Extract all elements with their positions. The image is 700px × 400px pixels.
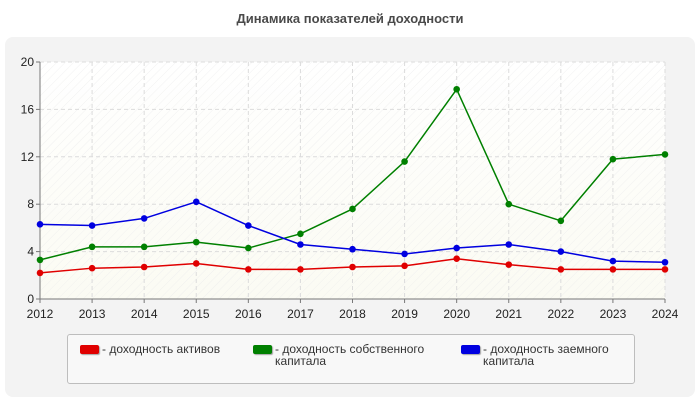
data-point-debt: [557, 248, 565, 255]
data-point-equity: [401, 158, 408, 165]
data-point-assets: [453, 255, 460, 263]
legend-item-equity: - доходность собственного капитала: [253, 343, 435, 367]
data-point-assets: [245, 266, 252, 273]
data-point-equity: [609, 155, 617, 163]
legend-item-assets: - доходность активов: [80, 343, 220, 355]
y-tick-label: 4: [27, 245, 34, 259]
data-point-equity: [245, 244, 252, 252]
data-point-debt: [88, 222, 96, 229]
x-tick-label: 2013: [79, 307, 106, 321]
legend-label-equity: - доходность собственного капитала: [275, 342, 425, 368]
x-tick-label: 2012: [27, 307, 54, 321]
data-point-assets: [609, 266, 617, 273]
x-tick-label: 2015: [183, 307, 210, 321]
legend-swatch-equity: [253, 345, 272, 354]
data-point-assets: [505, 261, 513, 268]
data-point-equity: [661, 151, 669, 158]
data-point-debt: [297, 241, 304, 248]
data-point-equity: [349, 205, 356, 213]
x-tick-label: 2018: [339, 307, 366, 321]
data-point-debt: [349, 245, 356, 253]
data-point-assets: [140, 263, 148, 271]
x-tick-label: 2022: [547, 307, 574, 321]
data-point-equity: [140, 243, 148, 251]
data-point-assets: [349, 263, 356, 271]
data-point-debt: [505, 241, 513, 248]
y-tick-label: 8: [27, 197, 34, 211]
data-point-debt: [245, 222, 252, 229]
data-point-equity: [505, 200, 513, 208]
data-point-debt: [661, 258, 669, 266]
data-point-equity: [36, 256, 44, 264]
x-tick-label: 2023: [600, 307, 627, 321]
data-point-debt: [192, 198, 200, 206]
y-tick-label: 0: [27, 292, 34, 306]
data-point-equity: [297, 230, 304, 238]
y-tick-label: 12: [21, 150, 35, 164]
x-tick-label: 2014: [131, 307, 158, 321]
data-point-debt: [609, 257, 617, 265]
data-point-assets: [401, 262, 408, 270]
data-point-debt: [36, 221, 44, 228]
legend-label-assets: - доходность активов: [102, 342, 221, 356]
legend-swatch-debt: [461, 345, 480, 354]
data-point-assets: [297, 266, 304, 273]
x-tick-label: 2024: [652, 307, 679, 321]
legend-swatch-assets: [80, 345, 99, 354]
y-tick-label: 20: [21, 55, 35, 69]
data-point-assets: [36, 269, 44, 277]
legend-item-debt: - доходность заемного капитала: [461, 343, 628, 367]
data-point-assets: [192, 260, 200, 267]
legend: - доходность активов - доходность собств…: [67, 334, 635, 384]
x-tick-label: 2017: [287, 307, 314, 321]
x-tick-label: 2019: [391, 307, 418, 321]
data-point-debt: [140, 215, 148, 222]
chart-title: Динамика показателей доходности: [236, 11, 464, 26]
data-point-equity: [88, 243, 96, 251]
data-point-assets: [557, 266, 565, 273]
data-point-assets: [661, 266, 669, 273]
y-tick-label: 16: [21, 102, 35, 116]
data-point-equity: [192, 238, 200, 246]
x-tick-label: 2020: [443, 307, 470, 321]
data-point-equity: [557, 217, 565, 225]
data-point-equity: [453, 85, 460, 93]
x-tick-label: 2021: [495, 307, 522, 321]
data-point-debt: [401, 250, 408, 258]
data-point-assets: [88, 264, 96, 272]
legend-label-debt: - доходность заемного капитала: [483, 342, 609, 368]
x-tick-label: 2016: [235, 307, 262, 321]
data-point-debt: [453, 244, 460, 252]
